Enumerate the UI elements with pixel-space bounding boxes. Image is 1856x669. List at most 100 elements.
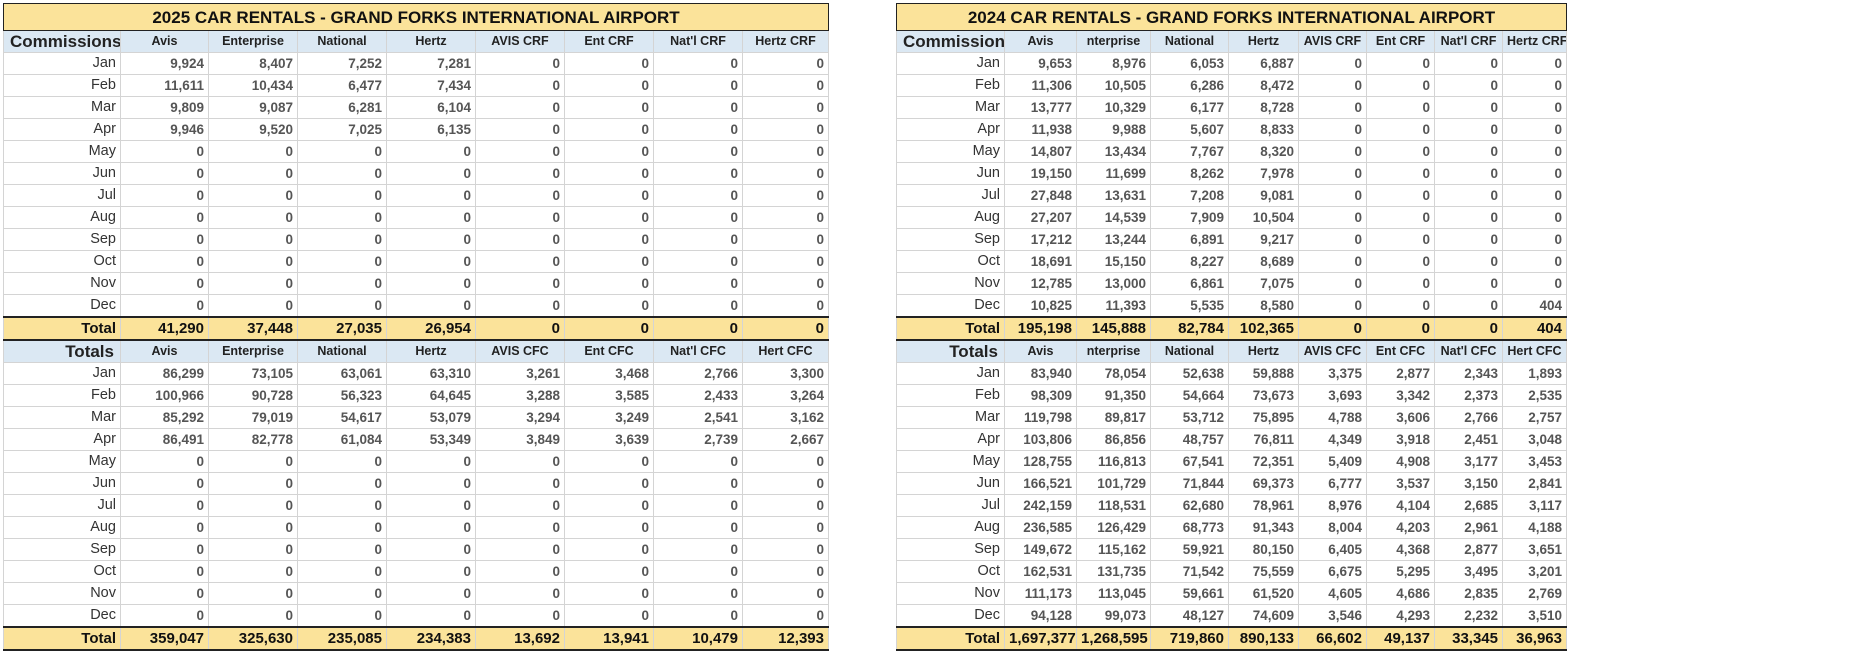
table-cell[interactable]: 0 <box>653 206 743 229</box>
table-cell[interactable]: 78,961 <box>1228 494 1299 517</box>
total-cell[interactable]: 36,963 <box>1502 626 1567 651</box>
table-cell[interactable]: 6,861 <box>1150 272 1229 295</box>
table-cell[interactable]: 8,227 <box>1150 250 1229 273</box>
table-cell[interactable]: 0 <box>564 250 654 273</box>
table-cell[interactable]: 0 <box>564 206 654 229</box>
table-cell[interactable]: 0 <box>1502 74 1567 97</box>
table-cell[interactable]: 3,651 <box>1502 538 1567 561</box>
table-cell[interactable]: 2,766 <box>653 362 743 385</box>
total-cell[interactable]: 82,784 <box>1150 316 1229 341</box>
table-cell[interactable]: 0 <box>1434 294 1503 318</box>
table-cell[interactable]: 0 <box>475 516 565 539</box>
total-cell[interactable]: 404 <box>1502 316 1567 341</box>
table-cell[interactable]: 6,777 <box>1298 472 1367 495</box>
table-cell[interactable]: 0 <box>653 494 743 517</box>
table-cell[interactable]: 59,661 <box>1150 582 1229 605</box>
table-cell[interactable]: 0 <box>564 516 654 539</box>
table-cell[interactable]: 6,281 <box>297 96 387 119</box>
table-cell[interactable]: 2,841 <box>1502 472 1567 495</box>
table-cell[interactable]: 6,135 <box>386 118 476 141</box>
table-cell[interactable]: 0 <box>1434 118 1503 141</box>
table-cell[interactable]: 0 <box>475 450 565 473</box>
table-cell[interactable]: 61,084 <box>297 428 387 451</box>
table-cell[interactable]: 0 <box>1434 74 1503 97</box>
table-cell[interactable]: 0 <box>1434 206 1503 229</box>
table-cell[interactable]: 3,300 <box>742 362 829 385</box>
table-cell[interactable]: 54,664 <box>1150 384 1229 407</box>
table-cell[interactable]: 68,773 <box>1150 516 1229 539</box>
total-cell[interactable]: 359,047 <box>120 626 209 651</box>
table-cell[interactable]: 0 <box>1434 184 1503 207</box>
table-cell[interactable]: 0 <box>120 162 209 185</box>
total-cell[interactable]: 49,137 <box>1366 626 1435 651</box>
table-cell[interactable]: 3,177 <box>1434 450 1503 473</box>
table-cell[interactable]: 0 <box>1298 206 1367 229</box>
table-cell[interactable]: 3,249 <box>564 406 654 429</box>
table-cell[interactable]: 0 <box>297 140 387 163</box>
table-cell[interactable]: 0 <box>1434 52 1503 75</box>
table-cell[interactable]: 53,712 <box>1150 406 1229 429</box>
table-cell[interactable]: 79,019 <box>208 406 298 429</box>
total-cell[interactable]: 325,630 <box>208 626 298 651</box>
table-cell[interactable]: 0 <box>653 294 743 318</box>
table-cell[interactable]: 4,293 <box>1366 604 1435 628</box>
table-cell[interactable]: 0 <box>564 228 654 251</box>
table-cell[interactable]: 2,232 <box>1434 604 1503 628</box>
table-cell[interactable]: 8,004 <box>1298 516 1367 539</box>
table-cell[interactable]: 0 <box>1434 228 1503 251</box>
table-cell[interactable]: 8,976 <box>1298 494 1367 517</box>
table-cell[interactable]: 0 <box>1298 118 1367 141</box>
table-cell[interactable]: 2,685 <box>1434 494 1503 517</box>
table-cell[interactable]: 90,728 <box>208 384 298 407</box>
table-cell[interactable]: 0 <box>120 228 209 251</box>
table-cell[interactable]: 0 <box>1434 162 1503 185</box>
table-cell[interactable]: 0 <box>208 206 298 229</box>
table-cell[interactable]: 0 <box>653 162 743 185</box>
table-cell[interactable]: 91,343 <box>1228 516 1299 539</box>
table-cell[interactable]: 0 <box>386 538 476 561</box>
table-cell[interactable]: 0 <box>1434 96 1503 119</box>
table-cell[interactable]: 0 <box>742 560 829 583</box>
table-cell[interactable]: 0 <box>564 604 654 628</box>
table-cell[interactable]: 0 <box>386 472 476 495</box>
table-cell[interactable]: 73,673 <box>1228 384 1299 407</box>
table-cell[interactable]: 0 <box>386 140 476 163</box>
table-cell[interactable]: 0 <box>120 294 209 318</box>
total-cell[interactable]: 1,268,595 <box>1076 626 1151 651</box>
table-cell[interactable]: 0 <box>120 272 209 295</box>
table-cell[interactable]: 86,491 <box>120 428 209 451</box>
table-cell[interactable]: 86,856 <box>1076 428 1151 451</box>
table-cell[interactable]: 4,908 <box>1366 450 1435 473</box>
table-cell[interactable]: 11,611 <box>120 74 209 97</box>
table-cell[interactable]: 0 <box>1502 184 1567 207</box>
table-cell[interactable]: 2,739 <box>653 428 743 451</box>
table-cell[interactable]: 67,541 <box>1150 450 1229 473</box>
table-cell[interactable]: 0 <box>208 450 298 473</box>
table-cell[interactable]: 0 <box>475 582 565 605</box>
total-cell[interactable]: 1,697,377 <box>1004 626 1077 651</box>
table-cell[interactable]: 0 <box>1298 294 1367 318</box>
table-cell[interactable]: 3,510 <box>1502 604 1567 628</box>
table-cell[interactable]: 0 <box>1298 74 1367 97</box>
table-cell[interactable]: 0 <box>742 272 829 295</box>
table-cell[interactable]: 0 <box>1434 272 1503 295</box>
table-cell[interactable]: 8,976 <box>1076 52 1151 75</box>
table-cell[interactable]: 0 <box>1502 228 1567 251</box>
table-cell[interactable]: 0 <box>120 582 209 605</box>
total-cell[interactable]: 145,888 <box>1076 316 1151 341</box>
table-cell[interactable]: 0 <box>208 184 298 207</box>
total-cell[interactable]: 10,479 <box>653 626 743 651</box>
table-cell[interactable]: 0 <box>208 272 298 295</box>
table-cell[interactable]: 0 <box>564 140 654 163</box>
table-cell[interactable]: 0 <box>297 560 387 583</box>
total-cell[interactable]: 12,393 <box>742 626 829 651</box>
table-cell[interactable]: 4,788 <box>1298 406 1367 429</box>
total-cell[interactable]: 0 <box>1434 316 1503 341</box>
table-cell[interactable]: 0 <box>564 184 654 207</box>
table-cell[interactable]: 0 <box>653 250 743 273</box>
table-cell[interactable]: 0 <box>120 516 209 539</box>
table-cell[interactable]: 8,833 <box>1228 118 1299 141</box>
table-cell[interactable]: 116,813 <box>1076 450 1151 473</box>
table-cell[interactable]: 12,785 <box>1004 272 1077 295</box>
total-cell[interactable]: 235,085 <box>297 626 387 651</box>
